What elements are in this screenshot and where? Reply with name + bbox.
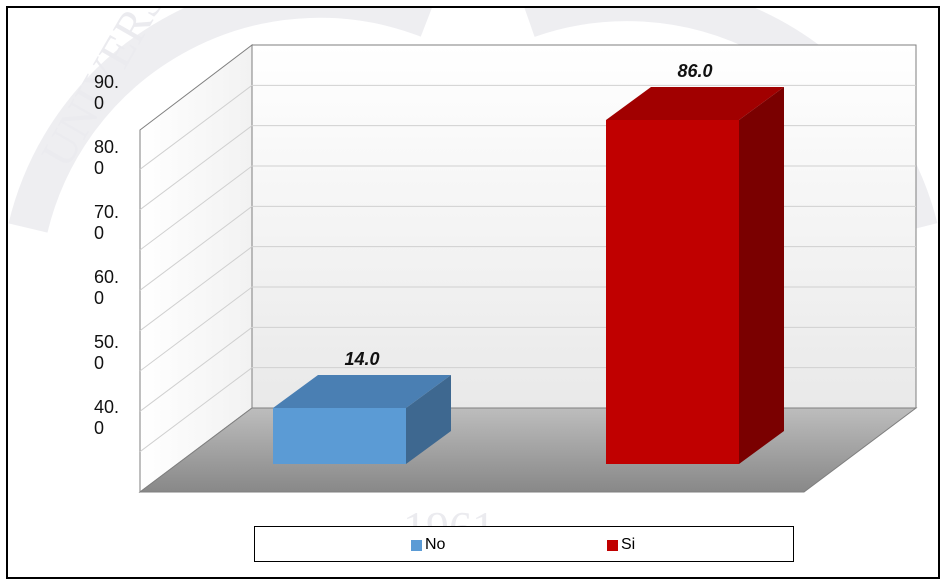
legend: No Si xyxy=(254,526,794,562)
legend-label-si: Si xyxy=(621,536,636,553)
bar-si xyxy=(606,87,784,464)
legend-swatch-no xyxy=(411,539,422,551)
data-label-no: 14.0 xyxy=(344,349,379,369)
chart-frame: UNIVERS A 1961 90.080.070.060.050.040.0 … xyxy=(6,6,940,579)
y-tick-label: 50. 0 xyxy=(94,332,119,373)
y-tick-label: 60. 0 xyxy=(94,267,119,308)
y-tick-label: 90. 0 xyxy=(94,72,119,113)
gridline xyxy=(139,286,916,372)
gridline xyxy=(139,165,916,251)
gridline xyxy=(139,246,916,332)
legend-item-no: No xyxy=(411,536,445,554)
legend-label-no: No xyxy=(425,536,446,553)
gridline xyxy=(139,205,916,291)
y-tick-label: 80. 0 xyxy=(94,137,119,178)
bar-no xyxy=(273,375,451,464)
gridline xyxy=(139,326,916,412)
legend-swatch-si xyxy=(607,539,618,551)
data-label-si: 86.0 xyxy=(677,61,712,81)
legend-item-si: Si xyxy=(607,536,635,554)
floor xyxy=(138,407,918,493)
y-tick-label: 70. 0 xyxy=(94,202,119,243)
gridline xyxy=(139,367,916,453)
bars xyxy=(273,87,784,464)
gridlines xyxy=(139,84,916,453)
bar-chart-3d: UNIVERS A 1961 90.080.070.060.050.040.0 … xyxy=(8,8,938,553)
data-labels: 14.0 86.0 xyxy=(344,61,712,369)
y-tick-label: 40. 0 xyxy=(94,397,119,438)
gridline xyxy=(139,84,916,170)
gridline xyxy=(139,125,916,211)
y-axis-ticks: 90. 0 80. 0 70. 0 60. 0 50. 0 40. 0 xyxy=(94,72,119,438)
